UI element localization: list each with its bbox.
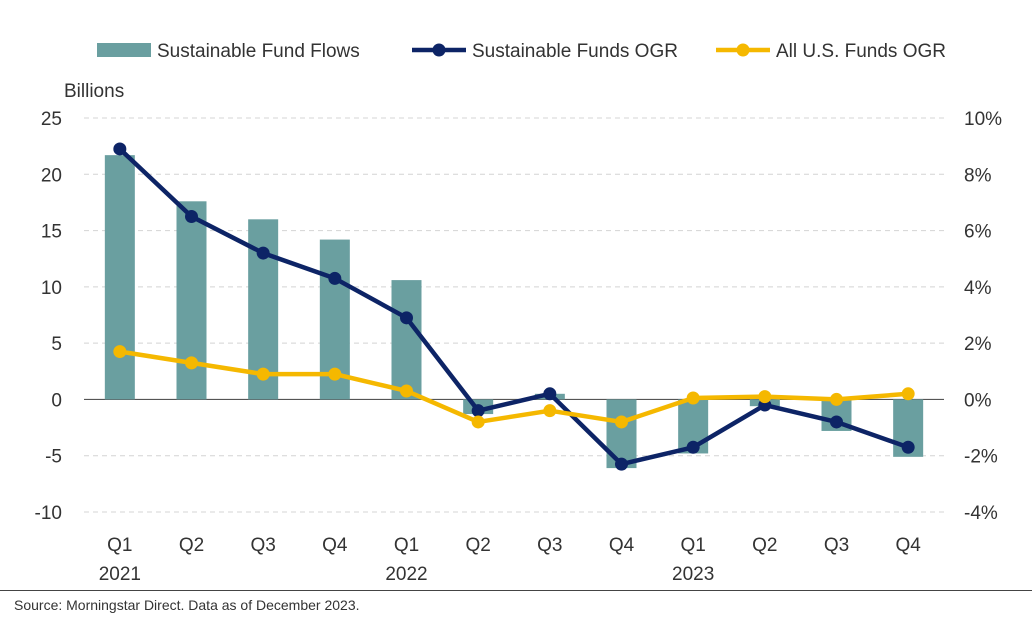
legend-label: Sustainable Fund Flows bbox=[157, 41, 360, 62]
line-series bbox=[113, 142, 915, 471]
source-note: Source: Morningstar Direct. Data as of D… bbox=[14, 597, 360, 613]
y-tick-label-left: 10 bbox=[41, 278, 62, 299]
x-tick-label: Q2 bbox=[179, 535, 204, 556]
data-point bbox=[113, 142, 127, 156]
x-tick-label: Q3 bbox=[250, 535, 275, 556]
x-tick-label: Q2 bbox=[752, 535, 777, 556]
x-tick-label: Q1 bbox=[680, 535, 705, 556]
y-tick-label-right: -4% bbox=[964, 503, 998, 524]
x-tick-label: Q3 bbox=[824, 535, 849, 556]
y-tick-label-right: 8% bbox=[964, 165, 992, 186]
series-line bbox=[118, 147, 909, 467]
legend-swatch-bar bbox=[97, 43, 151, 57]
data-point bbox=[901, 387, 915, 401]
y-tick-label-right: 6% bbox=[964, 222, 992, 243]
y-tick-label-right: 2% bbox=[964, 334, 992, 355]
legend-swatch-marker bbox=[736, 43, 750, 57]
data-point bbox=[328, 367, 342, 381]
legend-label: Sustainable Funds OGR bbox=[472, 41, 678, 62]
legend-label: All U.S. Funds OGR bbox=[776, 41, 946, 62]
data-point bbox=[328, 271, 342, 285]
y-tick-label-right: 10% bbox=[964, 109, 1002, 130]
y-tick-label-left: -10 bbox=[35, 503, 62, 524]
bar-series bbox=[104, 155, 924, 469]
x-year-label: 2021 bbox=[99, 564, 141, 585]
x-tick-label: Q1 bbox=[107, 535, 132, 556]
bar bbox=[391, 280, 422, 400]
x-year-label: 2022 bbox=[385, 564, 427, 585]
data-point bbox=[543, 404, 557, 418]
bar bbox=[176, 201, 207, 400]
footer-divider bbox=[0, 590, 1032, 591]
y-tick-label-left: 20 bbox=[41, 165, 62, 186]
data-point bbox=[830, 392, 843, 406]
data-point bbox=[686, 440, 700, 454]
data-point bbox=[758, 390, 772, 404]
x-tick-label: Q4 bbox=[895, 535, 921, 556]
x-tick-label: Q2 bbox=[465, 535, 490, 556]
chart: Sustainable Fund Flows Sustainable Funds … bbox=[35, 41, 1003, 585]
data-point bbox=[901, 440, 915, 454]
data-point bbox=[185, 356, 198, 370]
data-point bbox=[471, 404, 485, 418]
data-point bbox=[256, 246, 270, 260]
x-year-label: 2023 bbox=[672, 564, 714, 585]
data-point bbox=[543, 387, 557, 401]
data-point bbox=[400, 311, 413, 325]
y-tick-label-left: 15 bbox=[41, 222, 62, 243]
legend: Sustainable Fund Flows Sustainable Funds … bbox=[97, 41, 946, 62]
data-point bbox=[615, 415, 628, 429]
y-tick-label-right: -2% bbox=[964, 447, 998, 468]
y-tick-label-left: 5 bbox=[51, 334, 62, 355]
data-point bbox=[615, 457, 628, 471]
data-point bbox=[471, 415, 485, 429]
bar bbox=[104, 155, 135, 400]
x-tick-label: Q4 bbox=[609, 535, 635, 556]
y-tick-label-left: 25 bbox=[41, 109, 62, 130]
x-tick-label: Q1 bbox=[394, 535, 419, 556]
y-axis-label-left: Billions bbox=[64, 81, 124, 102]
x-tick-label: Q3 bbox=[537, 535, 562, 556]
axes: 25 20 15 10 5 0 -5 -10 10% 8% 6% 4% 2% 0% -2% -4% Q1 Q2 Q3… bbox=[35, 109, 1003, 585]
x-tick-label: Q4 bbox=[322, 535, 348, 556]
y-tick-label-left: 0 bbox=[51, 390, 62, 411]
data-point bbox=[400, 384, 413, 398]
y-tick-label-right: 0% bbox=[964, 390, 992, 411]
legend-swatch-marker bbox=[432, 43, 446, 57]
series-line bbox=[119, 349, 909, 425]
data-point bbox=[256, 367, 270, 381]
y-tick-label-right: 4% bbox=[964, 278, 992, 299]
data-point bbox=[185, 210, 198, 223]
data-point bbox=[830, 415, 843, 429]
data-point bbox=[113, 345, 127, 359]
y-tick-label-left: -5 bbox=[45, 447, 62, 468]
gridlines bbox=[84, 117, 944, 513]
data-point bbox=[686, 391, 700, 405]
